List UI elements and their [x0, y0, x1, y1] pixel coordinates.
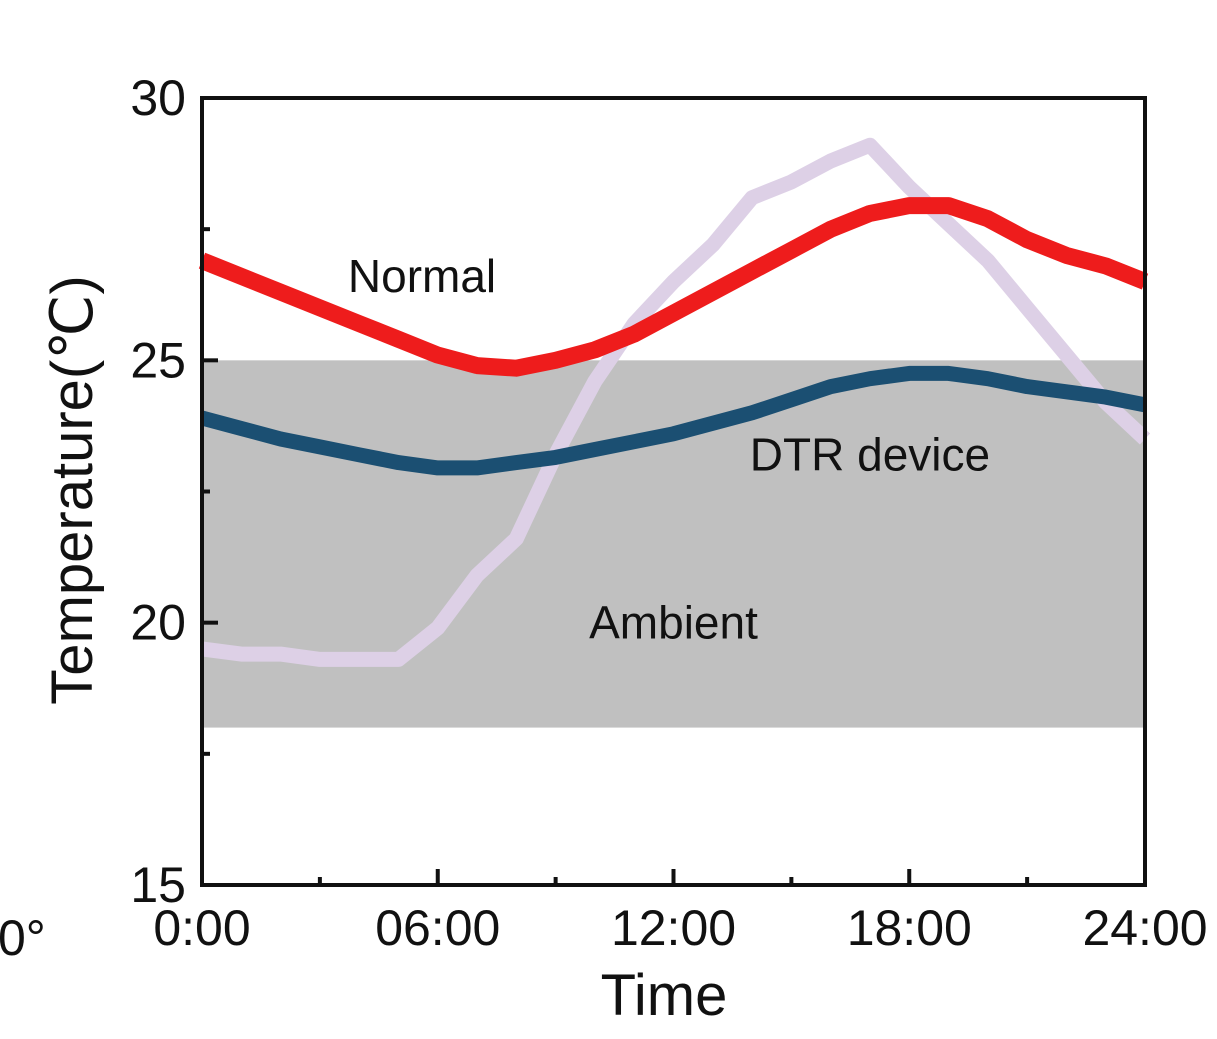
series-label-normal: Normal — [348, 250, 496, 302]
series-line-ambient — [201, 137, 1151, 667]
x-tick-label: 06:00 — [375, 900, 500, 956]
y-tick-label: 30 — [130, 70, 186, 126]
edge-fragment-label: 0° — [0, 910, 46, 966]
y-tick-label: 15 — [130, 857, 186, 913]
series-line-dtr-device — [200, 365, 1147, 476]
series-label-ambient: Ambient — [589, 596, 758, 648]
x-tick-label: 12:00 — [611, 900, 736, 956]
series-line-normal — [198, 197, 1149, 377]
x-tick-label: 0:00 — [153, 900, 250, 956]
series-label-dtr-device: DTR device — [750, 429, 990, 481]
x-axis-title: Time — [601, 963, 728, 1028]
x-tick-label: 24:00 — [1082, 900, 1207, 956]
y-tick-label: 20 — [130, 595, 186, 651]
y-axis-title: Temperature(℃) — [40, 275, 105, 704]
comfort-band — [202, 360, 1145, 728]
x-tick-label: 18:00 — [847, 900, 972, 956]
plot-area: Ambient Normal DTR device 0:00 06:00 12:00 18:… — [130, 70, 1207, 956]
y-tick-label: 25 — [130, 332, 186, 388]
